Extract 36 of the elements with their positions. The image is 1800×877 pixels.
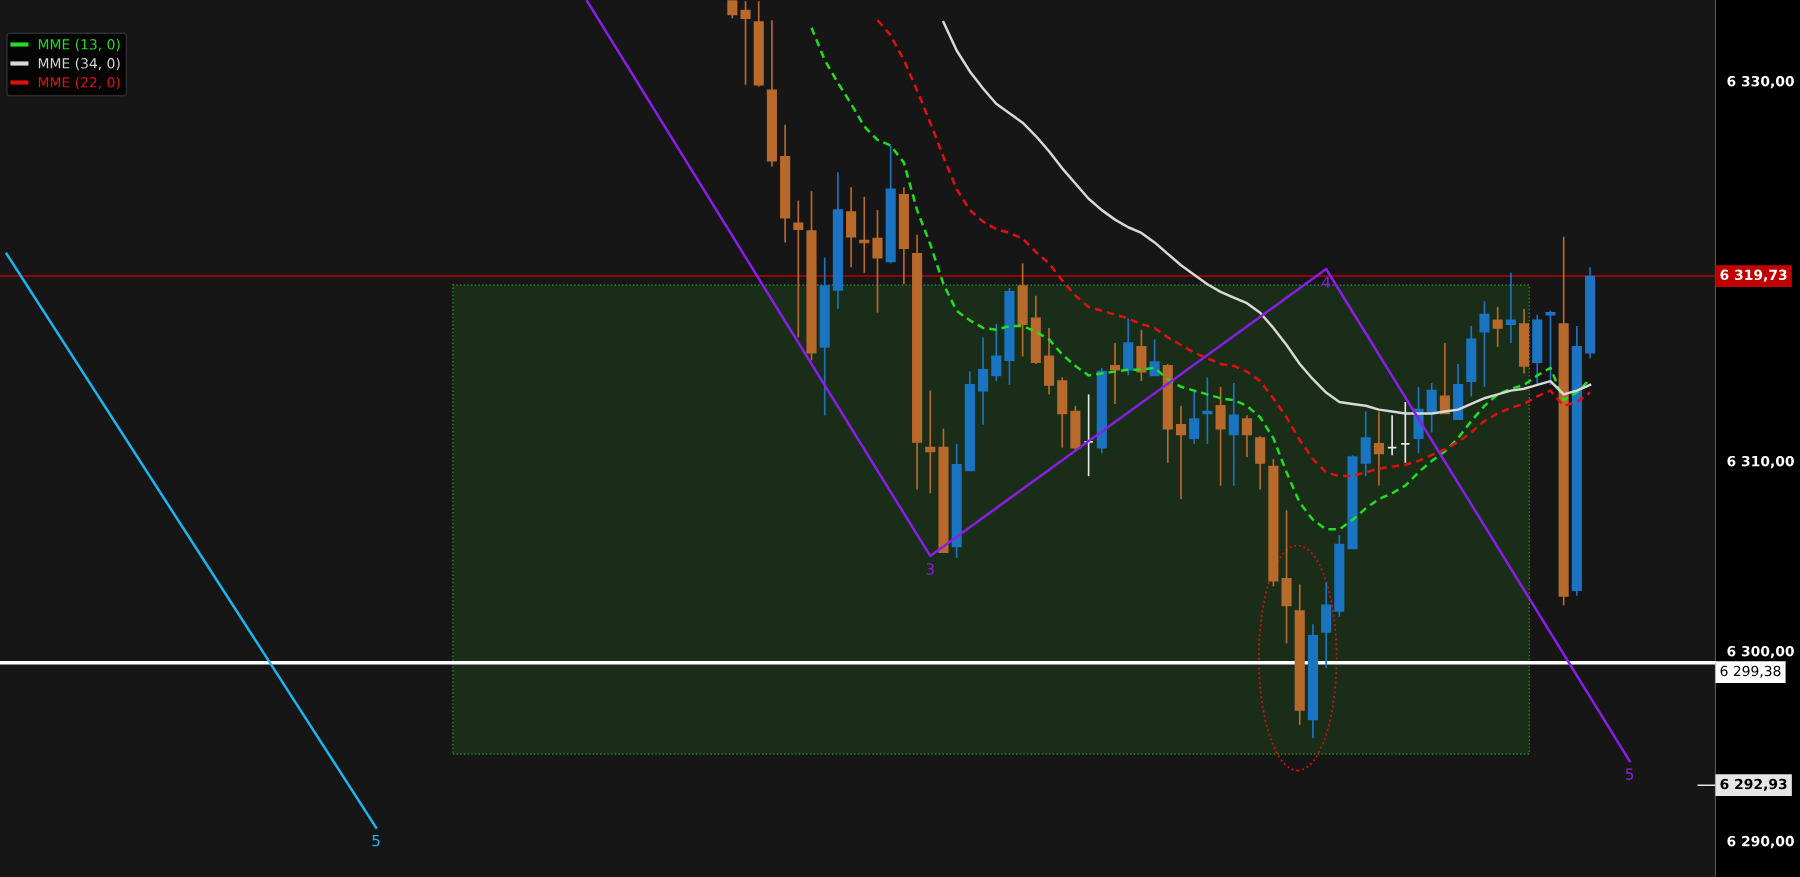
candlestick	[1373, 410, 1384, 487]
candlestick	[925, 389, 936, 495]
candlestick	[1189, 389, 1200, 445]
line-series	[585, 0, 1631, 763]
annotation: 3	[926, 563, 934, 575]
line-series	[876, 18, 1592, 478]
y-tick-label: 6 290,00	[1727, 835, 1794, 849]
candlestick	[1479, 300, 1490, 388]
ref-line-label: 6 292,93	[1720, 778, 1787, 792]
candlestick	[1109, 342, 1121, 405]
ref-line-label: 6 299,38	[1720, 665, 1781, 678]
candlestick	[872, 209, 883, 314]
annotation: 5	[372, 835, 380, 847]
candlestick	[1492, 306, 1503, 348]
legend-label: MME (34, 0)	[38, 57, 120, 71]
candlestick	[740, 0, 751, 86]
y-tick-label: 6 310,00	[1727, 455, 1794, 469]
candlestick	[793, 199, 804, 339]
legend-label: MME (13, 0)	[38, 38, 120, 52]
y-tick-label: 6 330,00	[1727, 75, 1794, 89]
line-series	[942, 20, 1592, 415]
y-tick-label: 6 300,00	[1727, 645, 1794, 659]
candlestick	[859, 195, 870, 274]
candlestick	[1241, 414, 1253, 458]
candlestick	[1228, 382, 1239, 487]
ref-line-label: 6 319,73	[1720, 269, 1787, 282]
candlestick	[1505, 271, 1516, 344]
legend-label: MME (22, 0)	[38, 76, 120, 90]
annotation: 4	[1322, 276, 1331, 288]
candlestick	[1202, 376, 1213, 445]
annotation: 5	[1625, 768, 1634, 780]
candlestick	[977, 336, 989, 426]
candlestick	[1175, 404, 1187, 500]
candlestick	[1215, 385, 1226, 487]
candlestick	[991, 323, 1002, 382]
candlestick	[1545, 309, 1556, 386]
